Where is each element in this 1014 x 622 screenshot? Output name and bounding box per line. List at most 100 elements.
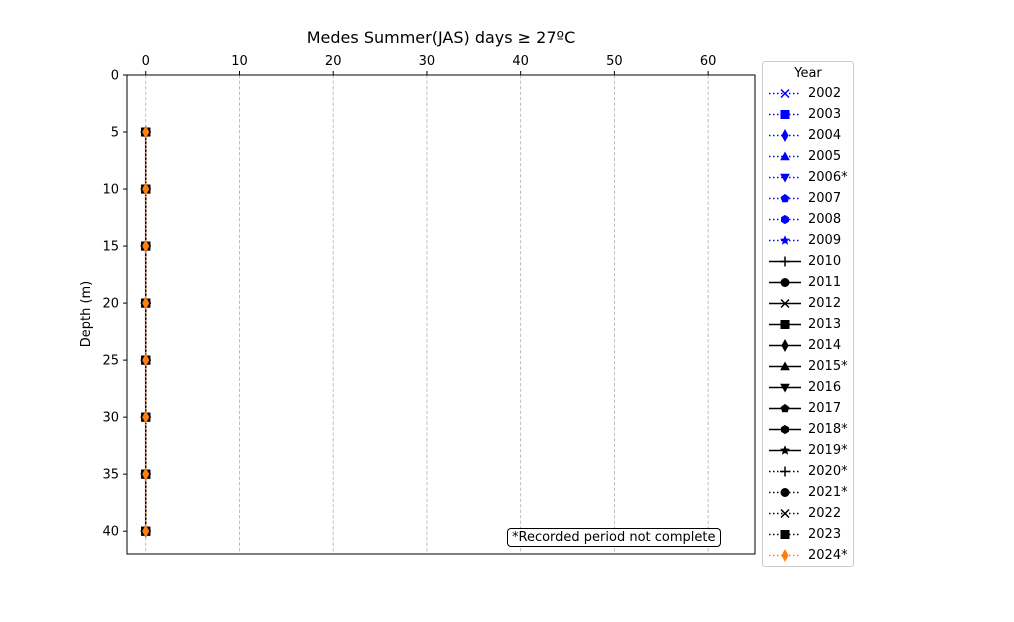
y-tick-label: 15 <box>102 240 119 255</box>
legend-swatch <box>769 214 801 225</box>
legend-swatch <box>769 488 801 497</box>
legend-swatch <box>769 193 801 203</box>
legend-label: 2016 <box>808 380 842 395</box>
legend-item: 2006* <box>763 167 853 188</box>
legend-marker <box>780 508 790 519</box>
y-tick-label: 30 <box>102 411 119 426</box>
legend-swatch <box>769 338 801 353</box>
y-tick-label: 35 <box>102 468 119 483</box>
legend-item: 2019* <box>763 440 853 461</box>
legend-item: 2023 <box>763 524 853 545</box>
legend-swatch <box>769 256 801 267</box>
incomplete-period-note: *Recorded period not complete <box>507 528 721 547</box>
legend-item: 2014 <box>763 335 853 356</box>
legend-swatch <box>769 88 801 99</box>
legend-marker <box>780 110 790 119</box>
legend-label: 2005 <box>808 149 842 164</box>
legend-label: 2003 <box>808 107 842 122</box>
legend-swatch <box>769 320 801 329</box>
legend-item: 2010 <box>763 251 853 272</box>
legend-item: 2005 <box>763 146 853 167</box>
chart-title: Medes Summer(JAS) days ≥ 27ºC <box>307 28 575 47</box>
legend-label: 2007 <box>808 191 842 206</box>
legend-marker <box>780 530 790 539</box>
legend-marker <box>780 298 790 309</box>
legend-label: 2024* <box>808 548 848 563</box>
legend-item: 2017 <box>763 398 853 419</box>
data-point <box>142 353 150 367</box>
legend-marker <box>780 88 790 99</box>
legend-swatch <box>769 445 801 455</box>
legend-label: 2014 <box>808 338 842 353</box>
legend-item: 2009 <box>763 230 853 251</box>
data-point <box>142 296 150 310</box>
legend-swatch <box>769 128 801 143</box>
plot-frame <box>126 74 756 555</box>
legend-item: 2003 <box>763 104 853 125</box>
legend-label: 2010 <box>808 254 842 269</box>
legend-label: 2022 <box>808 506 842 521</box>
legend-marker <box>781 548 789 563</box>
legend-marker <box>781 214 789 225</box>
legend-marker <box>780 488 790 497</box>
legend-swatch <box>769 235 801 245</box>
legend-label: 2019* <box>808 443 848 458</box>
legend-item: 2016 <box>763 377 853 398</box>
legend-label: 2015* <box>808 359 848 374</box>
legend-label: 2013 <box>808 317 842 332</box>
axis-layer: 0 10 20 30 40 50 60 0 5 10 15 20 25 30 35 40 <box>102 54 716 540</box>
legend-marker <box>780 278 790 287</box>
x-tick-label: 40 <box>512 54 529 69</box>
legend-marker <box>781 128 789 143</box>
legend-item: 2022 <box>763 503 853 524</box>
legend-label: 2023 <box>808 527 842 542</box>
legend-item: 2018* <box>763 419 853 440</box>
y-axis-label: Depth (m) <box>79 281 94 348</box>
legend-label: 2012 <box>808 296 842 311</box>
legend-marker <box>779 445 791 455</box>
legend-label: 2009 <box>808 233 842 248</box>
x-tick-label: 10 <box>231 54 248 69</box>
legend-swatch <box>769 508 801 519</box>
data-point <box>142 239 150 253</box>
legend-marker <box>780 466 790 477</box>
y-tick-label: 0 <box>111 69 119 84</box>
legend-marker <box>780 173 790 183</box>
legend-swatch <box>769 383 801 393</box>
legend-item: 2004 <box>763 125 853 146</box>
legend-swatch <box>769 278 801 287</box>
legend-item: 2013 <box>763 314 853 335</box>
x-tick-label: 0 <box>142 54 150 69</box>
series-2024 <box>142 125 150 538</box>
legend: Year 2002 2003 2004 2005 2006* 2007 2008 2009 20… <box>762 61 854 567</box>
legend-item: 2020* <box>763 461 853 482</box>
legend-label: 2017 <box>808 401 842 416</box>
legend-marker <box>781 424 789 435</box>
legend-label: 2008 <box>808 212 842 227</box>
legend-marker <box>780 361 790 371</box>
legend-marker <box>780 320 790 329</box>
legend-swatch <box>769 298 801 309</box>
x-tick-label: 50 <box>606 54 623 69</box>
y-tick-label: 25 <box>102 354 119 369</box>
legend-item: 2007 <box>763 188 853 209</box>
legend-label: 2011 <box>808 275 842 290</box>
legend-swatch <box>769 110 801 119</box>
legend-item: 2015* <box>763 356 853 377</box>
data-point <box>142 524 150 538</box>
legend-label: 2020* <box>808 464 848 479</box>
legend-label: 2018* <box>808 422 848 437</box>
legend-label: 2004 <box>808 128 842 143</box>
legend-item: 2024* <box>763 545 853 566</box>
legend-swatch <box>769 361 801 371</box>
legend-item: 2008 <box>763 209 853 230</box>
legend-item: 2012 <box>763 293 853 314</box>
legend-marker <box>780 403 790 413</box>
x-tick-label: 20 <box>325 54 342 69</box>
legend-swatch <box>769 548 801 563</box>
y-tick-label: 20 <box>102 297 119 312</box>
legend-label: 2002 <box>808 86 842 101</box>
legend-swatch <box>769 173 801 183</box>
y-tick-label: 5 <box>111 126 119 141</box>
